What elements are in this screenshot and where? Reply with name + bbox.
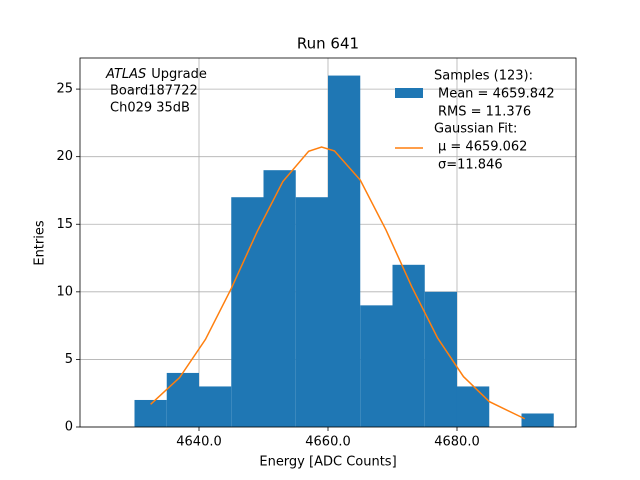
x-tick-label: 4640.0 bbox=[176, 435, 222, 450]
annotation: Board187722 bbox=[110, 84, 198, 99]
annotation: ATLAS Upgrade bbox=[105, 67, 207, 82]
y-axis-label: Entries bbox=[33, 220, 48, 266]
legend-label: μ = 4659.062 bbox=[438, 140, 527, 155]
bar bbox=[295, 197, 328, 427]
bar bbox=[134, 399, 167, 427]
y-tick-label: 5 bbox=[65, 352, 73, 367]
y-tick-label: 15 bbox=[56, 217, 73, 232]
x-axis-label: Energy [ADC Counts] bbox=[259, 455, 396, 470]
x-tick-label: 4680.0 bbox=[434, 435, 480, 450]
chart-title: Run 641 bbox=[297, 35, 359, 53]
bar bbox=[392, 264, 425, 427]
x-tick-label: 4660.0 bbox=[305, 435, 351, 450]
legend-label: RMS = 11.376 bbox=[438, 105, 531, 120]
y-tick-label: 10 bbox=[56, 284, 73, 299]
bar bbox=[199, 386, 232, 427]
y-tick-label: 0 bbox=[65, 420, 73, 435]
legend-label: σ=11.846 bbox=[438, 158, 503, 173]
legend-swatch bbox=[395, 88, 423, 98]
bar bbox=[360, 305, 393, 427]
bar bbox=[521, 413, 554, 427]
y-tick-label: 20 bbox=[56, 149, 73, 164]
fit-line bbox=[150, 146, 526, 420]
annotation-italic: ATLAS bbox=[105, 67, 146, 82]
legend-label: Mean = 4659.842 bbox=[438, 87, 555, 102]
y-tick-label: 25 bbox=[56, 82, 73, 97]
bar bbox=[263, 170, 296, 427]
bar bbox=[231, 197, 264, 427]
bar bbox=[456, 386, 490, 427]
bar bbox=[166, 372, 200, 427]
annotation-text: Upgrade bbox=[151, 67, 207, 82]
legend-label: Samples (123): bbox=[434, 69, 533, 84]
annotation: Ch029 35dB bbox=[110, 101, 190, 116]
bar bbox=[328, 75, 361, 428]
legend-label: Gaussian Fit: bbox=[434, 122, 517, 137]
